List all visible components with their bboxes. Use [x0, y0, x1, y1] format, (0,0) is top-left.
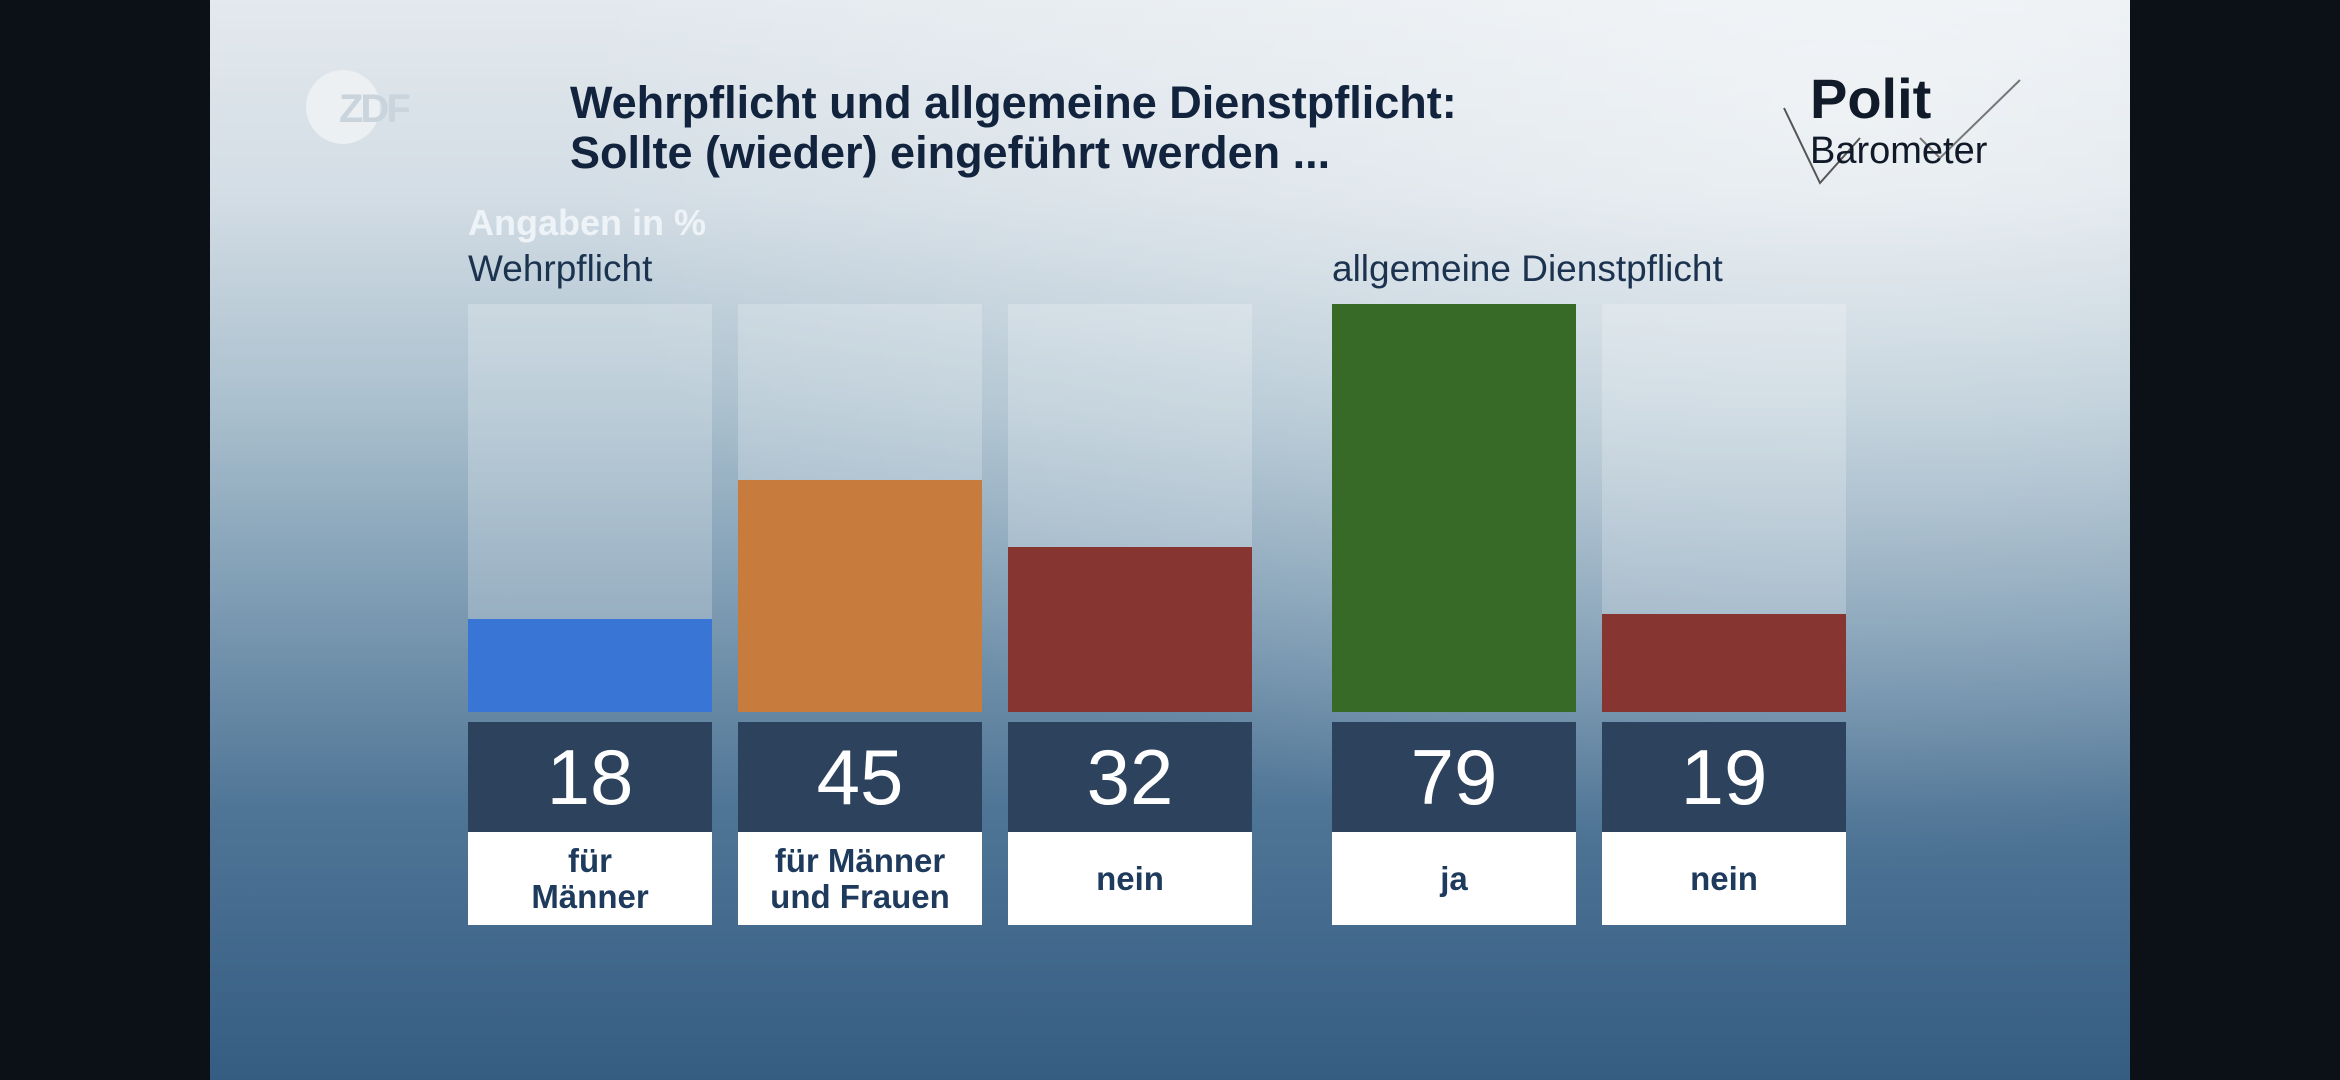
category-label-text: für Männer [531, 841, 649, 915]
svg-text:Barometer: Barometer [1810, 130, 1988, 172]
bar [1008, 546, 1252, 712]
data-label: 79 [1332, 722, 1576, 832]
bar [468, 619, 712, 712]
category-label: für Männer [468, 832, 712, 925]
group-title-dienstpflicht: allgemeine Dienstpflicht [1332, 248, 1723, 289]
bar-track [738, 304, 982, 712]
category-label: für Männer und Frauen [738, 832, 982, 925]
bar-track [1602, 304, 1846, 712]
chart-title: Wehrpflicht und allgemeine Dienstpflicht… [570, 78, 1457, 178]
category-label-text: ja [1440, 859, 1468, 897]
bar [738, 479, 982, 712]
data-label: 45 [738, 722, 982, 832]
poll-graphic: ZDF Wehrpflicht und allgemeine Dienstpfl… [210, 0, 2130, 1080]
bar [1602, 613, 1846, 712]
bar-track [1008, 304, 1252, 712]
bar-track [1332, 304, 1576, 712]
units-note: Angaben in % [468, 202, 707, 243]
category-label: nein [1602, 832, 1846, 925]
title-line-1: Wehrpflicht und allgemeine Dienstpflicht… [570, 77, 1457, 128]
title-line-2: Sollte (wieder) eingeführt werden ... [570, 127, 1331, 178]
category-label-text: nein [1096, 859, 1164, 897]
data-label: 18 [468, 722, 712, 832]
data-label: 32 [1008, 722, 1252, 832]
group-title-wehrpflicht: Wehrpflicht [468, 248, 653, 289]
bar [1332, 304, 1576, 712]
category-label-text: für Männer und Frauen [770, 841, 950, 915]
svg-text:ZDF: ZDF [339, 87, 409, 131]
data-label: 19 [1602, 722, 1846, 832]
zdf-logo: ZDF [306, 70, 412, 144]
svg-text:Polit: Polit [1810, 68, 1931, 130]
bar-track [468, 304, 712, 712]
politbarometer-logo: Polit Barometer [1783, 68, 2021, 185]
category-label: ja [1332, 832, 1576, 925]
category-label: nein [1008, 832, 1252, 925]
category-label-text: nein [1690, 859, 1758, 897]
